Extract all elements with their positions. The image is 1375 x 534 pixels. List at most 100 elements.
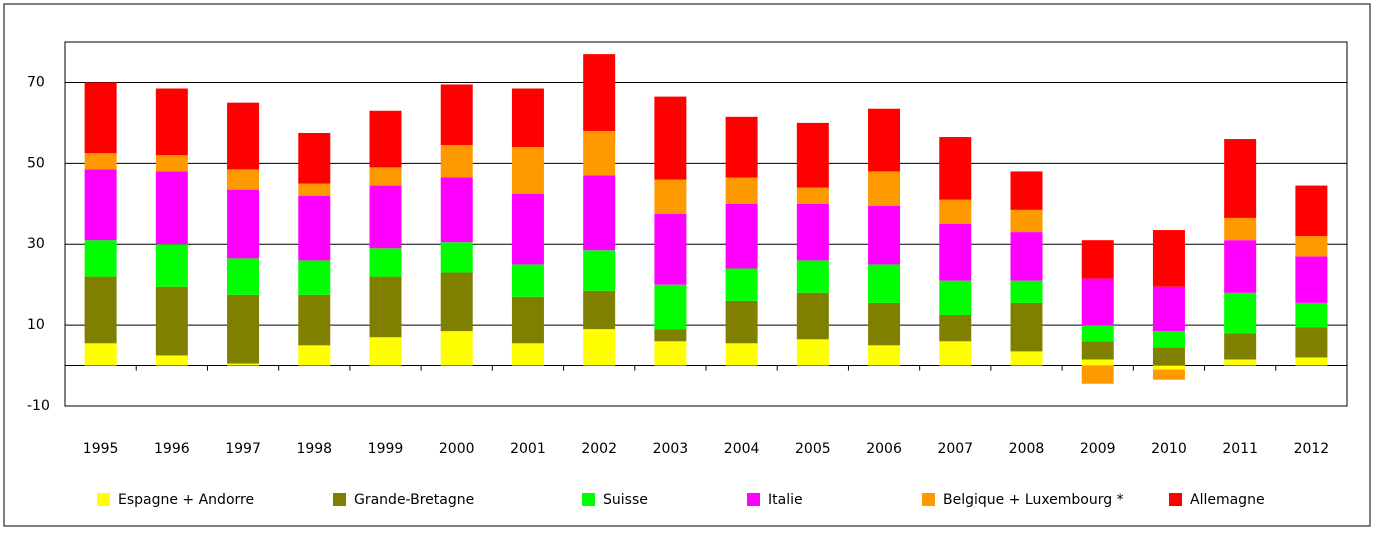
- y-tick-label: 70: [27, 74, 45, 90]
- bar-segment: [440, 145, 473, 178]
- bar-segment: [583, 175, 616, 251]
- bar-segment: [1010, 351, 1043, 366]
- bar-segment: [298, 195, 331, 261]
- bar-segment: [1152, 365, 1185, 370]
- bar-segment: [654, 179, 687, 214]
- bar-segment: [227, 363, 260, 366]
- bar-segment: [654, 96, 687, 180]
- bar-segment: [84, 153, 117, 170]
- bar-segment: [369, 110, 402, 168]
- bar-segment: [227, 258, 260, 295]
- bar-segment: [369, 185, 402, 249]
- bar-segment: [583, 54, 616, 131]
- bar-segment: [583, 130, 616, 176]
- bar-segment: [155, 88, 188, 156]
- bar-segment: [1224, 240, 1257, 293]
- bar-segment: [1010, 171, 1043, 210]
- bar-segment: [84, 276, 117, 344]
- y-tick-label: -10: [27, 398, 50, 414]
- legend-swatch: [582, 493, 595, 506]
- y-tick-label: 10: [27, 317, 45, 333]
- bar-segment: [583, 250, 616, 291]
- bar-segment: [939, 315, 972, 342]
- bar-segment: [1081, 341, 1114, 360]
- bar-segment: [1152, 331, 1185, 348]
- bar-segment: [511, 193, 544, 265]
- bar-segment: [155, 155, 188, 172]
- x-tick-label: 2011: [1222, 441, 1258, 457]
- bar-segment: [84, 82, 117, 154]
- legend-label: Suisse: [603, 492, 648, 508]
- x-tick-label: 2005: [795, 441, 831, 457]
- bar-segment: [298, 183, 331, 196]
- bar-segment: [298, 260, 331, 295]
- bar-segment: [227, 189, 260, 259]
- bar-segment: [939, 341, 972, 366]
- y-tick-label: 30: [27, 236, 45, 252]
- legend-swatch: [1169, 493, 1182, 506]
- legend-label: Espagne + Andorre: [118, 492, 254, 508]
- bar-segment: [84, 169, 117, 241]
- bar-segment: [1010, 209, 1043, 233]
- bar-segment: [939, 224, 972, 281]
- bar-segment: [511, 88, 544, 148]
- bar-segment: [939, 199, 972, 224]
- bar-segment: [725, 177, 758, 204]
- bar-segment: [511, 343, 544, 366]
- x-tick-label: 2008: [1009, 441, 1045, 457]
- bar-segment: [1295, 236, 1328, 257]
- bar-segment: [725, 343, 758, 366]
- bar-segment: [1224, 359, 1257, 366]
- legend-label: Grande-Bretagne: [354, 492, 474, 508]
- legend-label: Belgique + Luxembourg *: [943, 492, 1124, 508]
- bar-segment: [1081, 365, 1114, 384]
- bar-segment: [298, 345, 331, 366]
- x-tick-label: 1997: [225, 441, 261, 457]
- bar-segment: [583, 290, 616, 330]
- legend-swatch: [922, 493, 935, 506]
- bar-segment: [1152, 286, 1185, 332]
- bar-segment: [1081, 240, 1114, 279]
- legend-label: Italie: [768, 492, 803, 508]
- bar-segment: [725, 203, 758, 269]
- bar-segment: [1010, 280, 1043, 303]
- x-tick-label: 2006: [866, 441, 902, 457]
- bar-segment: [868, 205, 901, 265]
- bar-segment: [725, 116, 758, 178]
- legend-label: Allemagne: [1190, 492, 1265, 508]
- x-tick-label: 1995: [83, 441, 119, 457]
- x-tick-label: 1998: [296, 441, 332, 457]
- bar-segment: [868, 345, 901, 366]
- bar-segment: [1081, 278, 1114, 326]
- bar-segment: [1295, 185, 1328, 237]
- bar-segment: [868, 302, 901, 346]
- x-tick-label: 2009: [1080, 441, 1116, 457]
- bar-segment: [1295, 327, 1328, 358]
- x-tick-label: 2007: [937, 441, 973, 457]
- bar-segment: [868, 264, 901, 303]
- x-tick-label: 2010: [1151, 441, 1187, 457]
- bar-segment: [227, 169, 260, 190]
- bar-segment: [155, 286, 188, 356]
- bar-segment: [939, 280, 972, 315]
- bar-segment: [796, 122, 829, 188]
- bar-segment: [1224, 292, 1257, 334]
- bar-segment: [1081, 359, 1114, 366]
- bar-segment: [1010, 232, 1043, 281]
- bar-segment: [440, 272, 473, 332]
- legend-swatch: [97, 493, 110, 506]
- bar-segment: [369, 276, 402, 338]
- bar-segment: [440, 331, 473, 366]
- bar-segment: [440, 242, 473, 273]
- bar-segment: [1224, 333, 1257, 360]
- bar-segment: [796, 339, 829, 366]
- bar-segment: [227, 102, 260, 170]
- bar-segment: [1010, 302, 1043, 352]
- y-tick-label: 50: [27, 155, 45, 171]
- x-tick-label: 1999: [368, 441, 404, 457]
- x-tick-label: 2002: [581, 441, 617, 457]
- bar-segment: [369, 248, 402, 277]
- bar-segment: [511, 147, 544, 194]
- bar-segment: [227, 294, 260, 364]
- bar-segment: [583, 329, 616, 366]
